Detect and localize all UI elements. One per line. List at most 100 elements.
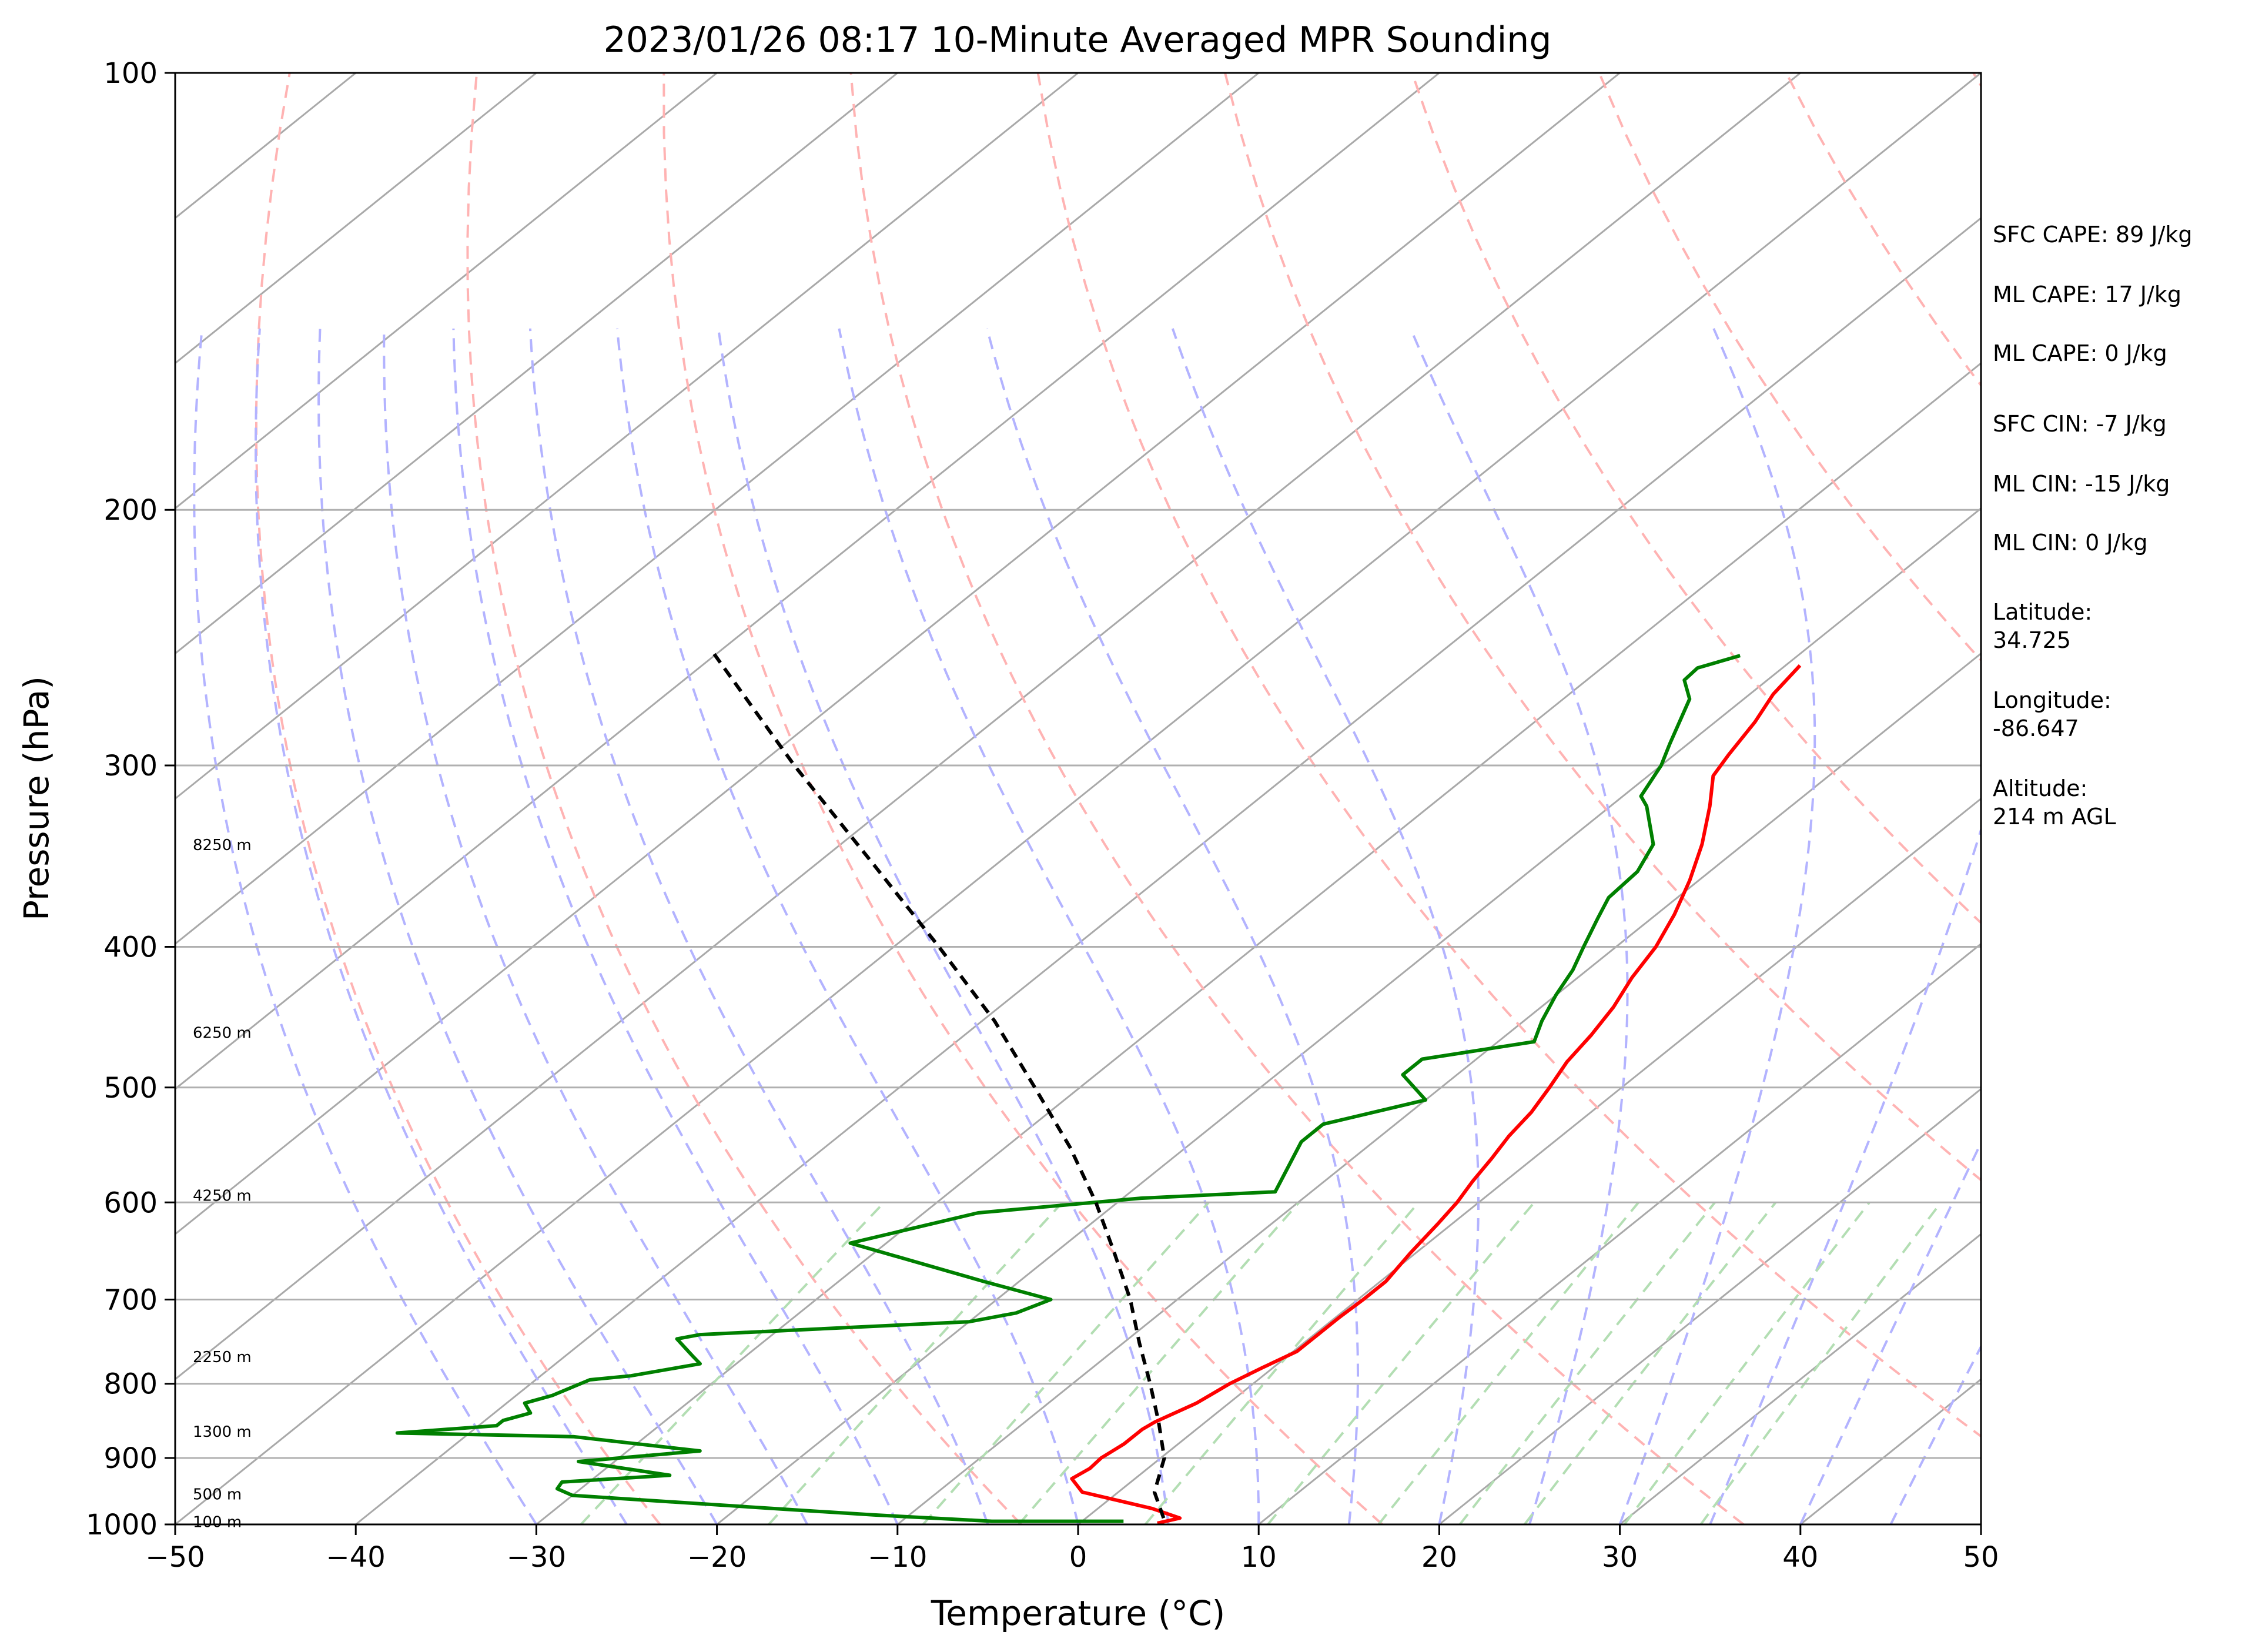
stat-line: -86.647: [1993, 715, 2079, 741]
isotherm-line: [175, 73, 898, 655]
x-tick-label: −30: [507, 1541, 566, 1574]
x-tick-label: −50: [145, 1541, 205, 1574]
x-axis-label: Temperature (°C): [931, 1593, 1226, 1633]
y-tick-label: 400: [103, 931, 158, 964]
moist-adiabat-line: [1799, 1140, 1981, 1524]
isotherm-line: [175, 73, 1079, 800]
temperature-profile-line: [1070, 664, 1802, 1524]
y-tick-label: 600: [103, 1186, 158, 1219]
isotherm-line: [536, 362, 1981, 1524]
stat-text: ML CIN: 0 J/kg: [1993, 530, 2147, 556]
stat-text: ML CAPE: 0 J/kg: [1993, 340, 2167, 366]
height-labels: 100 m 500 m 1300 m 2250 m 4250 m 6250 m 8250 m: [193, 837, 252, 1531]
stat-line: ML CIN: 0 J/kg: [1993, 530, 2147, 556]
stat-line: ML CIN: -15 J/kg: [1993, 471, 2170, 497]
stat-text: ML CIN: -15 J/kg: [1993, 471, 2170, 497]
dry-adiabat-line: [1036, 73, 1981, 1438]
height-label: 100 m: [193, 1514, 242, 1531]
x-axis-ticks: −50 −40 −30 −20 −10 0 10 20 30 40 50: [145, 1524, 1999, 1574]
y-axis-label: Pressure (hPa): [16, 676, 56, 921]
y-axis-ticks: 100 200 300 400 500 600 700 800 900 1000: [86, 57, 175, 1541]
height-label: 2250 m: [193, 1349, 252, 1366]
dewpoint-profile-line: [395, 654, 1741, 1523]
y-tick-label: 500: [103, 1072, 158, 1105]
stat-line: SFC CAPE: 89 J/kg: [1993, 222, 2193, 248]
reference-lines: [175, 73, 1981, 1524]
dry-adiabat-line: [662, 73, 1383, 1524]
y-tick-label: 1000: [86, 1509, 158, 1541]
mixing-ratio-line: [768, 1201, 1063, 1524]
isotherm-line: [896, 652, 1981, 1524]
y-tick-label: 700: [103, 1284, 158, 1317]
parcel-profile-line: [710, 649, 1166, 1519]
moist-adiabat-line: [1889, 1344, 1981, 1524]
moist-adiabat-line: [1409, 328, 1629, 1524]
x-tick-label: −10: [868, 1541, 927, 1574]
isotherm-line: [1619, 1233, 1981, 1524]
height-label: 6250 m: [193, 1025, 252, 1042]
chart-title: 2023/01/26 08:17 10-Minute Averaged MPR …: [604, 19, 1552, 61]
y-tick-label: 800: [103, 1368, 158, 1401]
moist-adiabat-line: [986, 328, 1359, 1524]
isotherm-line: [175, 73, 1621, 1236]
y-tick-label: 900: [103, 1442, 158, 1475]
moist-adiabat-line: [528, 328, 989, 1524]
isotherm-line: [175, 73, 537, 364]
mixing-ratio-line: [922, 1201, 1210, 1524]
isotherm-line: [175, 73, 1981, 1524]
isotherm-line: [1258, 942, 1981, 1524]
isotherm-line: [175, 73, 1440, 1091]
x-tick-label: 20: [1421, 1541, 1457, 1574]
isotherm-line: [175, 73, 1801, 1381]
series-layer: [395, 649, 1802, 1524]
x-tick-label: 0: [1069, 1541, 1087, 1574]
height-label: 8250 m: [193, 837, 252, 854]
stat-text: Longitude: -86.647: [1993, 687, 2112, 741]
x-tick-label: −20: [687, 1541, 747, 1574]
dry-adiabat-line: [466, 73, 1022, 1524]
stat-line: Altitude:: [1993, 775, 2087, 801]
stat-line: 34.725: [1993, 627, 2071, 653]
dry-adiabat-line: [255, 73, 661, 1524]
x-tick-label: 30: [1602, 1541, 1638, 1574]
height-label: 500 m: [193, 1486, 242, 1503]
isotherm-line: [175, 73, 1260, 945]
isotherm-line: [175, 73, 718, 510]
moist-adiabat-line: [717, 328, 1170, 1524]
stat-text: Latitude: 34.725: [1993, 599, 2092, 653]
stat-line: Longitude:: [1993, 687, 2112, 713]
dry-adiabat-line: [849, 73, 1745, 1524]
x-tick-label: 50: [1963, 1541, 1999, 1574]
y-tick-label: 300: [103, 750, 158, 782]
isotherm-line: [1078, 797, 1981, 1524]
dry-adiabat-line: [1598, 73, 1981, 662]
height-label: 4250 m: [193, 1188, 252, 1205]
stat-line: SFC CIN: -7 J/kg: [1993, 411, 2167, 437]
moist-adiabat-line: [452, 328, 899, 1524]
moist-adiabat-line: [317, 328, 718, 1524]
y-tick-label: 200: [103, 494, 158, 527]
isotherm-line: [1438, 1088, 1981, 1524]
stat-line: ML CAPE: 0 J/kg: [1993, 340, 2167, 366]
stats-panel: SFC CAPE: 89 J/kg ML CAPE: 17 J/kg ML CAPE…: [1993, 222, 2193, 830]
stat-line: ML CAPE: 17 J/kg: [1993, 282, 2181, 307]
y-tick-label: 100: [103, 57, 158, 90]
x-tick-label: 40: [1782, 1541, 1818, 1574]
stat-text: SFC CAPE: 89 J/kg: [1993, 222, 2193, 248]
dry-adiabat-line: [1224, 73, 1981, 1182]
stat-text: ML CAPE: 17 J/kg: [1993, 282, 2181, 307]
x-tick-label: 10: [1241, 1541, 1277, 1574]
moist-adiabat-line: [1618, 328, 1816, 1524]
moist-adiabat-line: [383, 328, 808, 1524]
moist-adiabat-line: [838, 328, 1260, 1524]
x-tick-label: −40: [326, 1541, 386, 1574]
stat-line: Latitude:: [1993, 599, 2092, 625]
isotherm-line: [355, 216, 1981, 1524]
stat-text: Altitude: 214 m AGL: [1993, 775, 2116, 830]
stat-line: 214 m AGL: [1993, 804, 2116, 830]
height-label: 1300 m: [193, 1423, 252, 1441]
stat-text: SFC CIN: -7 J/kg: [1993, 411, 2167, 437]
isotherm-line: [716, 507, 1981, 1524]
